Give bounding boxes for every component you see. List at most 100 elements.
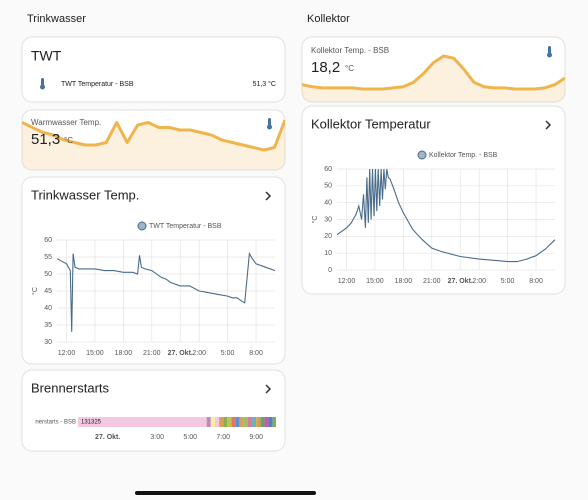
y-tick-label: 60 [44,237,52,244]
timeline-segment[interactable] [268,417,273,427]
y-tick-label: 60 [324,166,332,173]
card[interactable] [21,36,286,103]
entity-name[interactable]: TWT Temperatur - BSB [61,81,134,88]
segment-label: 131325 [81,420,102,426]
timeline-segment[interactable] [214,417,220,427]
y-tick-label: 20 [324,233,332,240]
y-tick-label: 50 [44,271,52,278]
sparkline-line [302,54,565,91]
timeline: 131325 27. Okt. 3:00 5:00 7:00 9:00 [78,417,276,441]
timeline-segment[interactable] [78,417,207,427]
legend-marker[interactable] [417,150,427,160]
x-tick-label: 27. Okt. [95,434,120,441]
entity-state: 51,3 °C [253,80,276,88]
sparkline-area [22,120,285,170]
timeline-segment[interactable] [227,417,232,427]
x-tick-label: 8:00 [529,278,543,285]
chevron[interactable] [265,384,272,394]
card[interactable] [21,109,286,171]
history-chart: 30 35 40 45 50 55 60 12:00 15:00 18:00 21:00 27. Ok… [31,221,276,357]
x-tick-label: 8:00 [249,350,263,357]
card[interactable] [21,176,286,365]
x-tick-label: 15:00 [86,350,104,357]
y-axis-label: °C [311,216,319,224]
card[interactable] [301,105,566,295]
x-tick-label: 5:00 [501,278,515,285]
sensor-name: Warmwasser Temp. [31,118,101,127]
timeline-segment[interactable] [256,417,261,427]
x-tick-label: 2:00 [472,278,486,285]
x-tick-label: 27. Okt. [168,350,193,357]
x-tick-label: 21:00 [143,350,161,357]
sensor-unit: °C [345,64,354,73]
card-title: Brennerstarts [31,380,110,395]
y-tick-label: 35 [44,322,52,329]
x-tick-label: 15:00 [366,278,384,285]
x-tick-label: 12:00 [58,350,76,357]
x-tick-label: 18:00 [115,350,133,357]
column-title: Kollektor [307,13,350,25]
y-tick-label: 30 [44,339,52,346]
sensor-value: 51,3 [31,131,60,148]
x-tick-label: 5:00 [183,434,197,441]
y-tick-label: 30 [324,216,332,223]
thermometer-icon [547,46,552,58]
x-tick-label: 7:00 [216,434,230,441]
sparkline-line [22,119,285,152]
timeline-segment[interactable] [231,417,236,427]
y-tick-label: 0 [328,267,332,274]
chevron[interactable] [545,120,552,130]
sparkline [22,119,285,170]
sparkline [302,54,565,102]
history-chart: 0 10 20 30 40 50 60 12:00 15:00 18:00 21:00 27. Okt… [311,150,556,285]
thermometer-icon [40,78,45,90]
legend-marker[interactable] [137,221,147,231]
timeline-label: nerstarts - BSB [35,420,76,426]
sensor-unit: °C [64,136,73,145]
timeline-segment[interactable] [264,417,269,427]
timeline-segment[interactable] [247,417,253,427]
y-tick-label: 40 [324,200,332,207]
card-title: Kollektor Temperatur [311,116,431,131]
timeline-segment[interactable] [219,417,224,427]
card[interactable] [21,369,286,452]
timeline-segment[interactable] [210,417,215,427]
x-tick-label: 18:00 [395,278,413,285]
x-tick-label: 21:00 [423,278,441,285]
x-tick-label: 2:00 [192,350,206,357]
x-tick-label: 9:00 [249,434,263,441]
y-tick-label: 55 [44,254,52,261]
timeline-segment[interactable] [260,417,265,427]
timeline-segment[interactable] [252,417,257,427]
timeline-segment[interactable] [206,417,211,427]
y-tick-label: 50 [324,183,332,190]
chevron[interactable] [265,191,272,201]
legend-label[interactable]: Kollektor Temp. - BSB [429,152,498,159]
legend-label[interactable]: TWT Temperatur - BSB [149,223,222,230]
x-tick-label: 27. Okt. [448,278,473,285]
column-title: Trinkwasser [27,13,86,25]
timeline-segment[interactable] [239,417,244,427]
sensor-name: Kollektor Temp. - BSB [311,46,389,55]
home-indicator [135,491,316,495]
thermometer-icon [267,118,272,130]
x-tick-label: 3:00 [150,434,164,441]
series-line [56,251,276,332]
x-tick-label: 12:00 [338,278,356,285]
timeline-segment[interactable] [235,417,240,427]
card-title: Trinkwasser Temp. [31,187,139,202]
series-line [336,168,556,263]
sensor-value: 18,2 [311,59,340,76]
timeline-segment[interactable] [272,417,276,427]
y-axis-label: °C [31,287,39,295]
timeline-segment[interactable] [223,417,228,427]
timeline-segment[interactable] [243,417,248,427]
y-tick-label: 10 [324,250,332,257]
x-tick-label: 5:00 [221,350,235,357]
card[interactable] [301,36,566,103]
y-tick-label: 40 [44,305,52,312]
card-title: TWT [31,48,62,64]
sparkline-area [302,56,565,102]
y-tick-label: 45 [44,288,52,295]
